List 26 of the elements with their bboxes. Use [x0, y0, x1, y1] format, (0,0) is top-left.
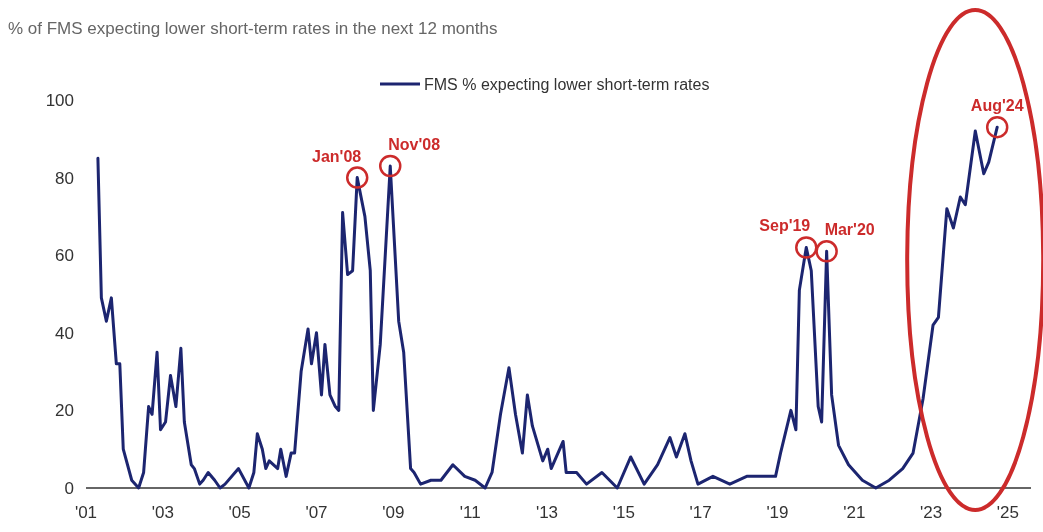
x-tick-label: '19 [766, 503, 789, 522]
x-tick-label: '05 [228, 503, 251, 522]
x-tick-label: '17 [689, 503, 712, 522]
annotation: Sep'19 [759, 217, 811, 235]
x-tick-label: '11 [459, 503, 481, 522]
y-tick-label: 60 [55, 246, 74, 266]
x-tick-label: '01 [74, 503, 98, 522]
x-tick-label: '23 [920, 503, 943, 522]
legend-label: FMS % expecting lower short-term rates [424, 75, 710, 93]
chart-title: % of FMS expecting lower short-term rates in the next 12 months [8, 19, 498, 38]
x-tick-label: '13 [535, 503, 559, 522]
y-tick-label: 80 [55, 168, 74, 188]
x-tick-label: '09 [382, 503, 405, 522]
x-tick-label: '03 [151, 503, 174, 522]
annotation: Jan'08 [312, 147, 362, 165]
x-tick-label: '25 [996, 503, 1020, 522]
y-tick-label: 0 [64, 478, 74, 498]
annotation: Aug'24 [970, 97, 1024, 115]
y-tick-label: 40 [55, 323, 74, 343]
x-tick-label: '07 [305, 503, 328, 522]
annotation: Nov'08 [388, 135, 441, 153]
y-tick-label: 100 [45, 90, 74, 110]
x-tick-label: '15 [612, 503, 635, 522]
annotation: Mar'20 [824, 221, 875, 239]
y-tick-label: 20 [55, 401, 74, 421]
x-tick-label: '21 [843, 503, 866, 522]
